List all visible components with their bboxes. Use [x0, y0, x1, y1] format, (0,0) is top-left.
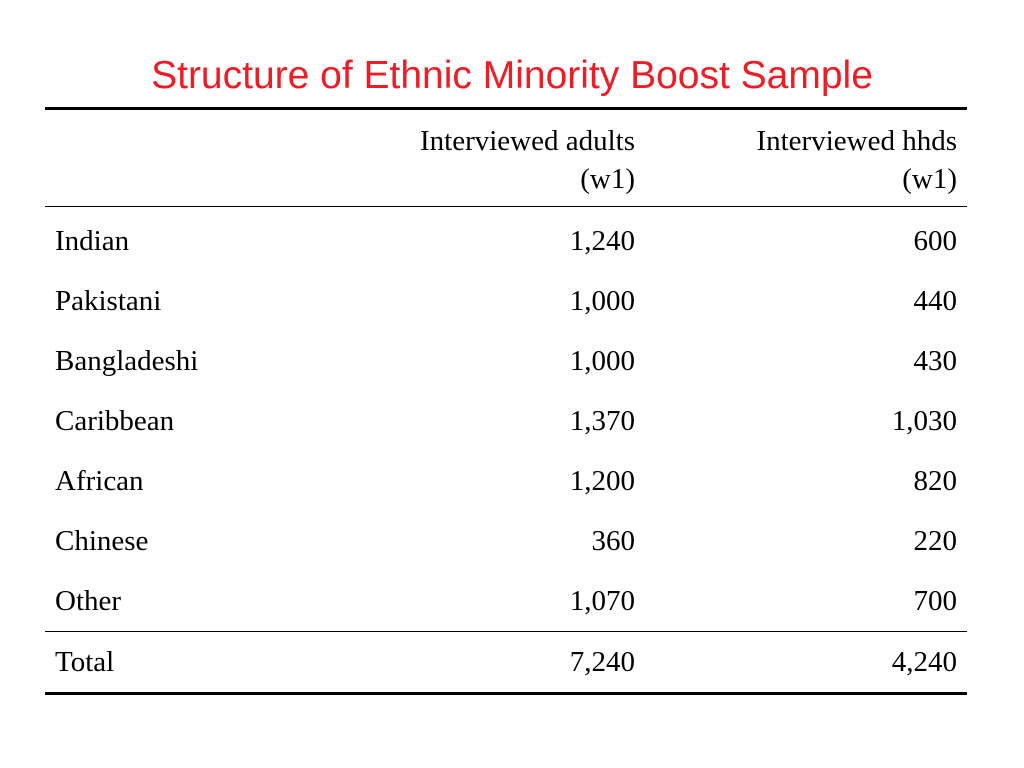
sample-structure-table: Interviewed adults (w1) Interviewed hhds… [45, 107, 967, 695]
adults-cell: 1,000 [569, 285, 635, 317]
hhds-cell: 430 [913, 345, 958, 377]
interviewed-hhds-column-header: Interviewed hhds (w1) [645, 109, 967, 207]
slide-title: Structure of Ethnic Minority Boost Sampl… [151, 54, 873, 97]
total-row: Total 7,240 4,240 [45, 631, 967, 694]
group-cell: African [55, 465, 144, 497]
table-row: Bangladeshi 1,000 430 [45, 331, 967, 391]
table-row: Other 1,070 700 [45, 571, 967, 632]
group-cell: Chinese [55, 525, 149, 557]
hhds-cell: 220 [913, 525, 958, 557]
hhds-cell: 700 [913, 585, 958, 617]
group-cell: Other [55, 585, 122, 617]
adults-cell: 1,240 [569, 225, 635, 257]
adults-cell: 1,370 [569, 405, 635, 437]
interviewed-adults-header-line2: (w1) [580, 163, 635, 195]
table-header-row: Interviewed adults (w1) Interviewed hhds… [45, 108, 967, 207]
table-row: African 1,200 820 [45, 451, 967, 511]
group-cell: Pakistani [55, 285, 162, 317]
hhds-cell: 820 [913, 465, 958, 497]
group-cell: Bangladeshi [55, 345, 199, 377]
hhds-cell: 600 [913, 225, 958, 257]
table-row: Chinese 360 220 [45, 511, 967, 571]
interviewed-adults-column-header: Interviewed adults (w1) [285, 109, 645, 207]
interviewed-adults-header-line1: Interviewed adults [419, 125, 635, 157]
group-cell: Indian [55, 225, 130, 257]
table-row: Pakistani 1,000 440 [45, 271, 967, 331]
table-row: Indian 1,240 600 [45, 207, 967, 272]
adults-cell: 1,000 [569, 345, 635, 377]
interviewed-hhds-header-line2: (w1) [902, 163, 957, 195]
table-row: Caribbean 1,370 1,030 [45, 391, 967, 451]
total-label-cell: Total [55, 646, 115, 678]
total-adults-cell: 7,240 [569, 646, 635, 678]
group-cell: Caribbean [55, 405, 175, 437]
adults-cell: 1,200 [569, 465, 635, 497]
category-column-header [45, 109, 285, 207]
adults-cell: 360 [591, 525, 636, 557]
interviewed-hhds-header-line1: Interviewed hhds [756, 125, 957, 157]
hhds-cell: 1,030 [891, 405, 957, 437]
hhds-cell: 440 [913, 285, 958, 317]
adults-cell: 1,070 [569, 585, 635, 617]
total-hhds-cell: 4,240 [891, 646, 957, 678]
